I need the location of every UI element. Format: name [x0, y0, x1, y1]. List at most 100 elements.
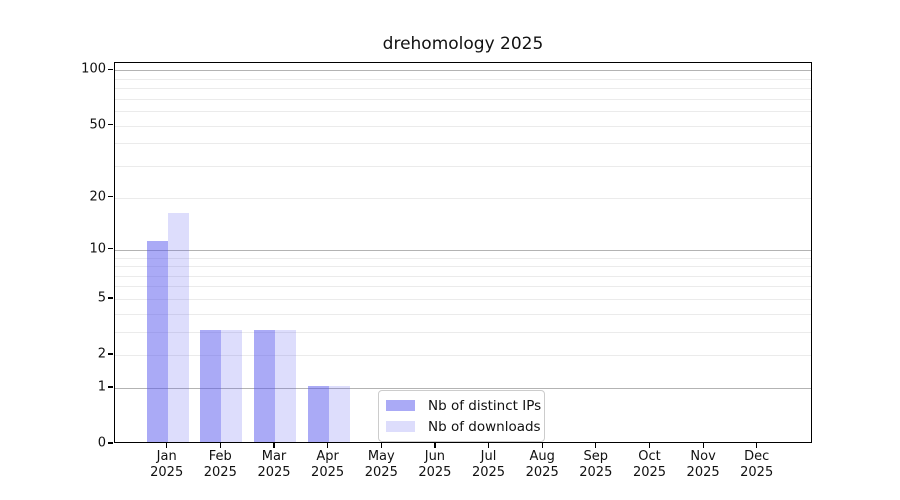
- y-tick-label-50: 50: [89, 117, 106, 133]
- minor-gridline-4: [115, 313, 811, 315]
- y-tick-label-2: 2: [97, 346, 106, 362]
- x-tick-mark-apr-2025: [327, 443, 329, 448]
- x-tick-label-line: 2025: [150, 465, 184, 480]
- x-tick-label-jan-2025: Jan 2025: [135, 449, 199, 481]
- x-tick-label-line: Oct: [638, 449, 661, 464]
- x-tick-label-line: 2025: [257, 465, 291, 480]
- x-tick-label-oct-2025: Oct 2025: [618, 449, 682, 481]
- y-tick-mark-1: [108, 386, 113, 388]
- bar-nb-of-downloads-jan-2025: [167, 212, 189, 442]
- legend-swatch-downloads: [386, 421, 415, 432]
- x-tick-label-dec-2025: Dec 2025: [725, 449, 789, 481]
- major-gridline-1: [115, 387, 811, 389]
- x-tick-label-line: 2025: [311, 465, 345, 480]
- x-tick-mark-nov-2025: [702, 443, 704, 448]
- legend-swatch-distinct-ips: [386, 400, 415, 411]
- y-tick-label-100: 100: [81, 61, 106, 77]
- x-tick-label-mar-2025: Mar 2025: [242, 449, 306, 481]
- x-tick-label-line: Dec: [744, 449, 770, 464]
- y-tick-mark-5: [108, 297, 113, 299]
- legend-item-distinct-ips: Nb of distinct IPs: [386, 397, 541, 414]
- x-tick-label-line: Feb: [208, 449, 232, 464]
- x-tick-label-line: Nov: [690, 449, 716, 464]
- bar-nb-of-distinct-ips-feb-2025: [200, 329, 222, 442]
- legend: Nb of distinct IPs Nb of downloads: [378, 390, 545, 442]
- bar-nb-of-distinct-ips-jan-2025: [146, 240, 168, 442]
- x-tick-label-line: 2025: [471, 465, 506, 480]
- minor-gridline-9: [115, 257, 811, 259]
- minor-gridline-60: [115, 111, 811, 113]
- minor-gridline-30: [115, 165, 811, 167]
- x-tick-label-line: Sep: [583, 449, 609, 464]
- legend-label-downloads: Nb of downloads: [428, 418, 541, 435]
- minor-gridline-90: [115, 78, 811, 80]
- minor-gridline-40: [115, 143, 811, 145]
- x-tick-label-line: Aug: [529, 449, 555, 464]
- x-tick-label-line: 2025: [525, 465, 559, 480]
- x-tick-label-nov-2025: Nov 2025: [671, 449, 735, 481]
- minor-gridline-2: [115, 355, 811, 356]
- y-tick-mark-100: [108, 68, 113, 70]
- x-tick-label-line: 2025: [203, 465, 237, 480]
- x-tick-mark-may-2025: [380, 443, 382, 448]
- x-tick-mark-mar-2025: [273, 443, 275, 448]
- x-tick-label-jun-2025: Jun 2025: [403, 449, 467, 481]
- bar-nb-of-distinct-ips-apr-2025: [307, 385, 329, 442]
- x-tick-mark-jul-2025: [487, 443, 490, 448]
- y-tick-label-0: 0: [97, 435, 106, 451]
- minor-gridline-80: [115, 88, 811, 90]
- minor-gridline-70: [115, 98, 811, 100]
- x-tick-label-feb-2025: Feb 2025: [188, 449, 252, 481]
- x-tick-label-line: Jun: [424, 449, 446, 464]
- x-tick-label-line: 2025: [686, 465, 720, 480]
- x-tick-label-line: 2025: [632, 465, 667, 480]
- x-tick-mark-jan-2025: [166, 443, 168, 448]
- plot-area: [114, 62, 812, 443]
- y-tick-mark-2: [108, 353, 113, 355]
- minor-gridline-50: [115, 125, 811, 127]
- y-tick-mark-10: [108, 248, 113, 250]
- x-tick-label-sep-2025: Sep 2025: [564, 449, 628, 481]
- x-tick-label-line: 2025: [418, 465, 452, 480]
- x-tick-mark-jun-2025: [434, 443, 436, 448]
- x-tick-label-line: Apr: [316, 449, 339, 464]
- minor-gridline-20: [115, 197, 811, 199]
- x-tick-label-aug-2025: Aug 2025: [510, 449, 574, 481]
- minor-gridline-6: [115, 286, 811, 288]
- bar-nb-of-distinct-ips-mar-2025: [254, 329, 275, 442]
- x-tick-label-apr-2025: Apr 2025: [296, 449, 360, 481]
- y-tick-label-5: 5: [97, 290, 106, 306]
- y-tick-mark-50: [108, 124, 113, 126]
- major-gridline-10: [115, 249, 811, 251]
- minor-gridline-3: [115, 331, 811, 333]
- minor-gridline-5: [115, 298, 811, 300]
- minor-gridline-8: [115, 266, 811, 268]
- y-tick-mark-0: [108, 442, 113, 444]
- x-tick-label-line: 2025: [579, 465, 613, 480]
- x-tick-mark-feb-2025: [219, 443, 221, 448]
- x-tick-label-line: Jan: [156, 449, 177, 464]
- x-tick-label-jul-2025: Jul 2025: [457, 449, 521, 481]
- bar-nb-of-downloads-mar-2025: [275, 329, 296, 442]
- bar-nb-of-downloads-apr-2025: [328, 385, 350, 442]
- x-tick-mark-sep-2025: [595, 443, 597, 448]
- x-tick-label-line: Jul: [480, 449, 497, 464]
- bar-nb-of-downloads-feb-2025: [221, 329, 243, 442]
- x-tick-label-line: May: [367, 449, 395, 464]
- x-tick-label-may-2025: May 2025: [349, 449, 413, 481]
- y-tick-label-10: 10: [89, 241, 106, 257]
- x-tick-label-line: 2025: [364, 465, 398, 480]
- minor-gridline-7: [115, 275, 811, 277]
- major-gridline-100: [115, 70, 811, 72]
- y-tick-mark-20: [108, 195, 113, 198]
- x-tick-mark-aug-2025: [541, 443, 543, 448]
- x-tick-mark-oct-2025: [648, 443, 651, 448]
- y-tick-label-20: 20: [89, 189, 106, 204]
- x-tick-mark-dec-2025: [756, 443, 758, 448]
- legend-item-downloads: Nb of downloads: [386, 418, 541, 435]
- y-tick-label-1: 1: [97, 379, 106, 395]
- x-tick-label-line: Mar: [261, 449, 287, 464]
- chart-title: drehomology 2025: [382, 34, 544, 54]
- legend-label-distinct-ips: Nb of distinct IPs: [428, 397, 542, 414]
